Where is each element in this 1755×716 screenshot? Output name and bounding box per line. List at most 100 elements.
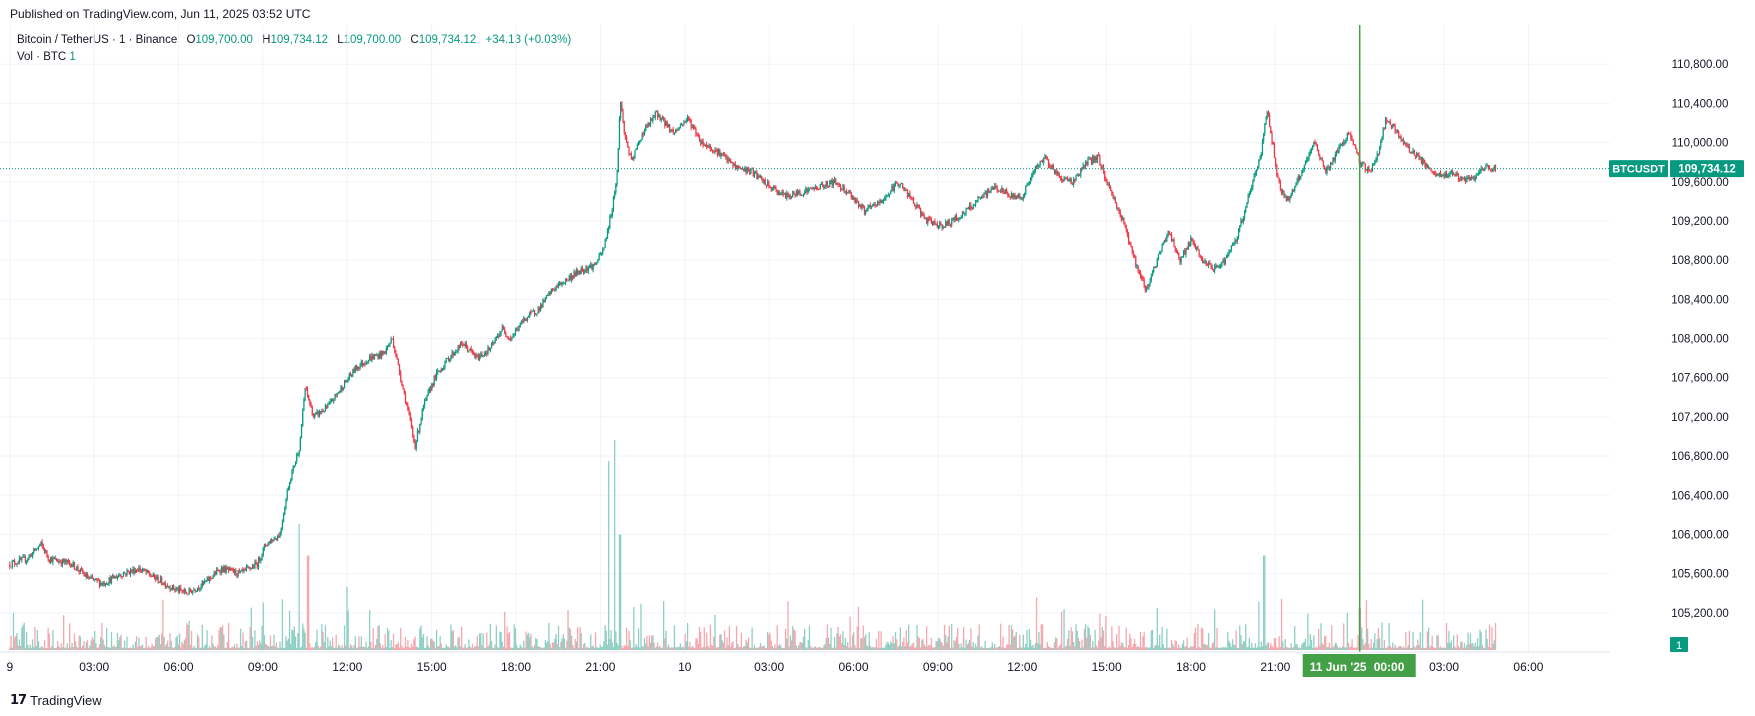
candle-body [590,264,592,268]
volume-bar [627,646,629,650]
volume-bar [91,637,94,650]
volume-bar [1257,646,1259,650]
volume-bar [854,645,856,650]
candle-body [1216,265,1218,268]
volume-bar [1055,637,1057,650]
volume-bar [1209,647,1211,650]
volume-bar [566,640,568,650]
volume-bar [1242,641,1244,650]
candle-body [102,582,104,585]
candle-body [1271,133,1273,143]
volume-bar [262,602,264,650]
volume-bar [1022,634,1025,650]
volume-bar [1081,639,1083,650]
volume-bar [1430,645,1432,650]
volume-bar [1196,647,1198,650]
candle-body [828,185,830,187]
volume-bar [983,647,985,650]
volume-bar [590,634,592,650]
volume-bar [768,635,770,650]
candle-body [278,535,280,538]
volume-bar [1151,629,1154,650]
candle-body [208,576,211,581]
volume-bar [1112,641,1114,650]
candle-body [1492,168,1494,171]
candle-body [770,187,772,190]
volume-bar [1111,626,1113,650]
volume-bar [498,647,500,650]
time-tick-label: 21:00 [585,660,615,674]
volume-bar [1032,644,1034,650]
candle-body [321,411,323,413]
volume-bar [555,633,557,650]
candle-body [296,454,298,462]
candle-body [890,190,892,195]
candle-body [549,292,551,294]
candle-body [1488,167,1491,170]
volume-bar [905,630,907,650]
published-caption: Published on TradingView.com, Jun 11, 20… [10,7,311,21]
candle-body [261,554,263,560]
volume-bar [954,641,956,650]
candle-body [1320,158,1322,160]
volume-bar [1453,635,1455,650]
candle-body [1172,239,1174,242]
candle-body [917,204,919,206]
volume-bar [923,644,925,650]
candle-body [1114,197,1117,204]
candle-body [195,590,197,592]
volume-bar [140,645,143,650]
candle-body [744,168,746,171]
candle-body [333,400,335,402]
volume-bar [725,647,727,650]
volume-bar [333,647,335,650]
volume-bar [1192,646,1194,650]
candle-body [677,128,679,131]
volume-bar [531,646,533,650]
candle-body [1163,240,1166,243]
volume-bar [476,635,478,650]
volume-bar [1317,628,1320,650]
candle-body [1166,236,1168,242]
candle-body [171,585,174,590]
footer-brand[interactable]: 𝟭𝟳 TradingView [10,692,102,708]
volume-bar [250,607,252,650]
candle-body [314,414,316,417]
volume-bar [36,629,39,650]
volume-bar [1002,636,1004,650]
volume-bar [331,637,334,650]
volume-bar [236,643,238,650]
candle-body [1028,182,1031,184]
volume-bar [1139,632,1142,650]
volume-bar [58,646,60,650]
candle-body [458,345,460,348]
candle-body [1046,157,1048,160]
candle-body [170,589,172,591]
candle-body [1362,162,1364,164]
volume-bar [496,647,499,650]
candle-body [1395,131,1397,133]
volume-bar [1337,646,1339,650]
volume-bar [1190,646,1192,650]
candle-body [755,171,757,173]
candle-body [746,167,748,174]
candle-body [947,220,949,226]
volume-bar [585,647,587,650]
candle-body [628,147,630,155]
candle-body [1327,167,1329,168]
volume-bar [776,625,778,650]
candle-body [132,568,134,572]
symbol-name[interactable]: Bitcoin / TetherUS · 1 · Binance [17,34,178,46]
candle-body [9,563,11,567]
volume-bar [1043,647,1045,650]
volume-bar [1328,643,1331,650]
volume-label[interactable]: Vol · BTC [17,51,67,63]
volume-bar [231,646,233,650]
candle-body [829,181,831,187]
volume-bar [615,631,617,650]
volume-bar [51,645,53,650]
price-tick-label: 106,400.00 [1671,490,1729,502]
volume-bar [516,645,518,650]
candle-body [483,354,486,356]
